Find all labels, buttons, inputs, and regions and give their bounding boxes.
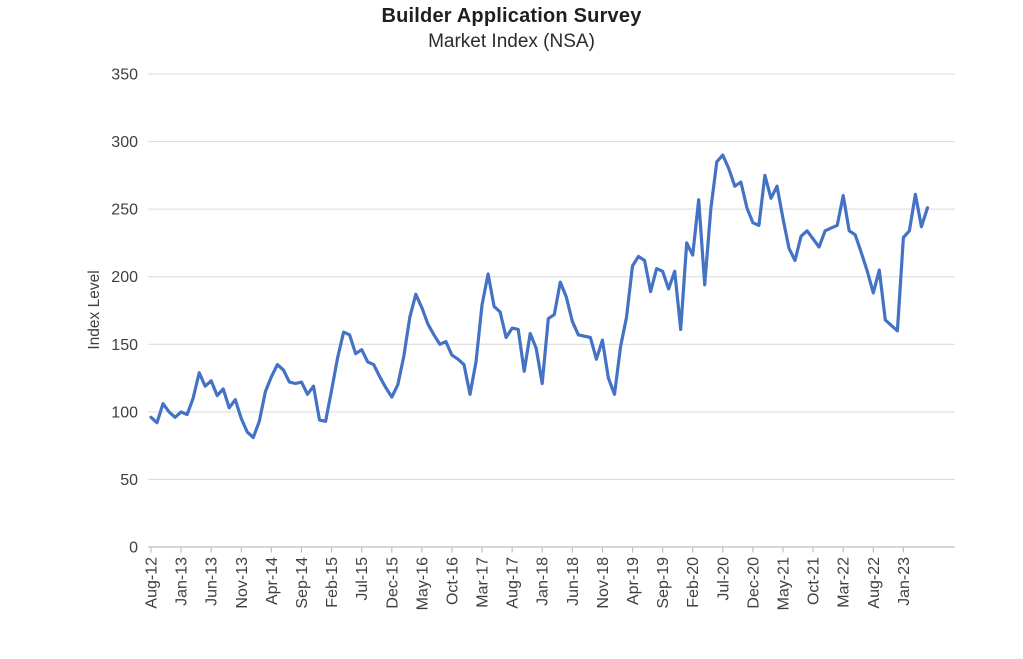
svg-text:Jan-23: Jan-23: [896, 557, 913, 606]
chart-title: Builder Application Survey: [381, 5, 642, 27]
svg-text:150: 150: [111, 337, 138, 354]
svg-text:Apr-19: Apr-19: [625, 557, 642, 605]
svg-text:100: 100: [111, 404, 138, 421]
svg-text:0: 0: [129, 540, 138, 557]
svg-text:Aug-22: Aug-22: [866, 557, 883, 609]
svg-text:Dec-15: Dec-15: [384, 557, 401, 609]
svg-text:300: 300: [111, 134, 138, 151]
y-axis-tick-labels: 0 50 100 150 200 250 300 350: [111, 67, 138, 557]
svg-text:50: 50: [120, 472, 138, 489]
svg-text:Jun-18: Jun-18: [565, 557, 582, 606]
svg-text:Mar-17: Mar-17: [475, 557, 492, 608]
svg-text:Jul-15: Jul-15: [354, 557, 371, 601]
svg-text:Aug-17: Aug-17: [505, 557, 522, 609]
y-axis-title: Index Level: [86, 270, 103, 349]
svg-text:Jan-18: Jan-18: [535, 557, 552, 606]
chart-subtitle: Market Index (NSA): [428, 31, 595, 52]
svg-text:May-21: May-21: [775, 557, 792, 610]
svg-text:Jul-20: Jul-20: [715, 557, 732, 601]
svg-text:Aug-12: Aug-12: [144, 557, 161, 609]
svg-text:May-16: May-16: [414, 557, 431, 610]
svg-text:Dec-20: Dec-20: [745, 557, 762, 609]
svg-text:250: 250: [111, 202, 138, 219]
x-axis: [148, 546, 955, 553]
svg-text:Nov-18: Nov-18: [595, 557, 612, 609]
svg-text:200: 200: [111, 269, 138, 286]
svg-text:Jan-13: Jan-13: [174, 557, 191, 606]
svg-text:350: 350: [111, 67, 138, 84]
svg-text:Oct-21: Oct-21: [806, 557, 823, 605]
svg-text:Feb-20: Feb-20: [685, 557, 702, 608]
svg-text:Apr-14: Apr-14: [264, 557, 281, 605]
svg-text:Mar-22: Mar-22: [836, 557, 853, 608]
svg-text:Nov-13: Nov-13: [234, 557, 251, 609]
svg-text:Sep-14: Sep-14: [294, 557, 311, 609]
svg-text:Sep-19: Sep-19: [655, 557, 672, 609]
svg-text:Oct-16: Oct-16: [444, 557, 461, 605]
data-series-line: [149, 153, 930, 440]
svg-text:Jun-13: Jun-13: [204, 557, 221, 606]
x-axis-tick-labels: Aug-12 Jan-13 Jun-13 Nov-13 Apr-14 Sep-14 Feb-…: [144, 557, 913, 610]
svg-text:Feb-15: Feb-15: [324, 557, 341, 608]
gridlines: [148, 73, 955, 480]
